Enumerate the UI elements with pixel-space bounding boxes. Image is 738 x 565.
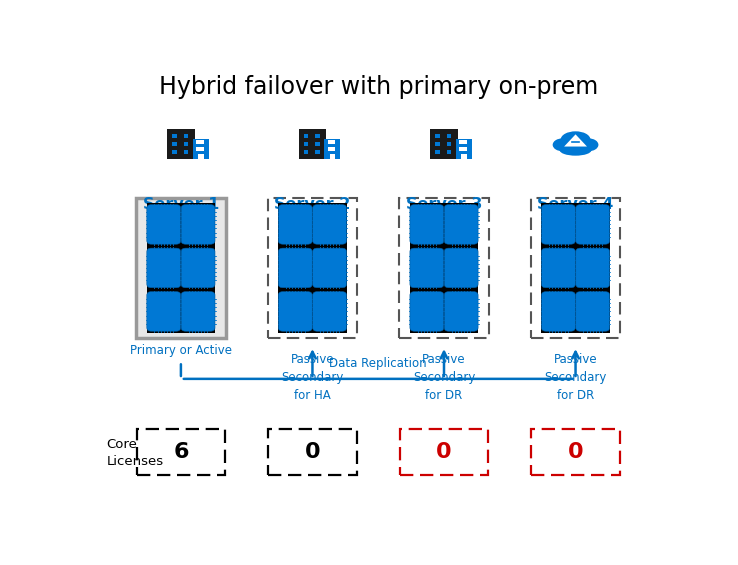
Bar — [315, 150, 320, 154]
FancyBboxPatch shape — [444, 292, 478, 331]
FancyBboxPatch shape — [278, 205, 312, 244]
FancyBboxPatch shape — [181, 248, 215, 288]
Bar — [184, 150, 188, 154]
Text: Core
Licenses: Core Licenses — [106, 438, 164, 468]
Text: Passive
Secondary
for HA: Passive Secondary for HA — [281, 353, 344, 402]
Text: 0: 0 — [436, 442, 452, 462]
Text: Data Replication: Data Replication — [329, 357, 427, 370]
FancyBboxPatch shape — [576, 248, 610, 288]
Ellipse shape — [553, 138, 573, 151]
Bar — [447, 142, 452, 146]
FancyBboxPatch shape — [576, 205, 610, 244]
Bar — [304, 150, 308, 154]
Bar — [304, 142, 308, 146]
Bar — [430, 129, 458, 159]
Bar — [435, 134, 440, 138]
FancyBboxPatch shape — [576, 292, 610, 331]
Text: Passive
Secondary
for DR: Passive Secondary for DR — [545, 353, 607, 402]
Bar — [447, 134, 452, 138]
FancyBboxPatch shape — [410, 248, 444, 288]
FancyBboxPatch shape — [313, 205, 347, 244]
Bar — [168, 129, 195, 159]
Bar — [447, 150, 452, 154]
Bar — [435, 142, 440, 146]
FancyBboxPatch shape — [181, 292, 215, 331]
Bar — [196, 141, 204, 145]
Ellipse shape — [561, 131, 590, 148]
FancyBboxPatch shape — [313, 292, 347, 331]
Text: 0: 0 — [568, 442, 583, 462]
Bar — [196, 147, 204, 151]
FancyBboxPatch shape — [137, 198, 226, 338]
Bar — [173, 134, 177, 138]
FancyBboxPatch shape — [542, 292, 576, 331]
Bar — [328, 147, 335, 151]
Polygon shape — [564, 134, 587, 146]
Bar — [184, 142, 188, 146]
FancyBboxPatch shape — [278, 248, 312, 288]
FancyBboxPatch shape — [147, 292, 181, 331]
FancyBboxPatch shape — [444, 205, 478, 244]
Text: 6: 6 — [173, 442, 189, 462]
FancyBboxPatch shape — [181, 205, 215, 244]
Bar — [461, 154, 467, 159]
Text: Passive
Secondary
for DR: Passive Secondary for DR — [413, 353, 475, 402]
Ellipse shape — [578, 138, 599, 151]
Text: Server 1: Server 1 — [142, 197, 219, 212]
Text: Server 2: Server 2 — [275, 197, 351, 212]
Ellipse shape — [559, 145, 592, 156]
Bar — [315, 142, 320, 146]
FancyBboxPatch shape — [147, 248, 181, 288]
Text: Primary or Active: Primary or Active — [130, 344, 232, 357]
Bar — [147, 203, 215, 333]
Text: Hybrid failover with primary on-prem: Hybrid failover with primary on-prem — [159, 75, 598, 99]
Bar — [184, 134, 188, 138]
Bar — [299, 129, 326, 159]
Text: Server 3: Server 3 — [406, 197, 482, 212]
Text: Server 4: Server 4 — [537, 197, 614, 212]
FancyBboxPatch shape — [410, 205, 444, 244]
Text: 0: 0 — [305, 442, 320, 462]
Bar — [456, 139, 472, 159]
Bar — [173, 142, 177, 146]
Bar — [278, 203, 347, 333]
Bar — [460, 147, 467, 151]
Bar — [410, 203, 478, 333]
Bar — [325, 139, 340, 159]
Bar — [315, 134, 320, 138]
FancyBboxPatch shape — [542, 205, 576, 244]
Bar — [435, 150, 440, 154]
Bar — [330, 154, 335, 159]
FancyBboxPatch shape — [444, 248, 478, 288]
FancyBboxPatch shape — [278, 292, 312, 331]
Bar — [541, 203, 610, 333]
FancyBboxPatch shape — [313, 248, 347, 288]
Bar — [304, 134, 308, 138]
Bar — [173, 150, 177, 154]
Bar — [193, 139, 209, 159]
FancyBboxPatch shape — [542, 248, 576, 288]
FancyBboxPatch shape — [410, 292, 444, 331]
Bar — [460, 141, 467, 145]
Bar — [328, 141, 335, 145]
FancyBboxPatch shape — [147, 205, 181, 244]
Bar — [198, 154, 204, 159]
